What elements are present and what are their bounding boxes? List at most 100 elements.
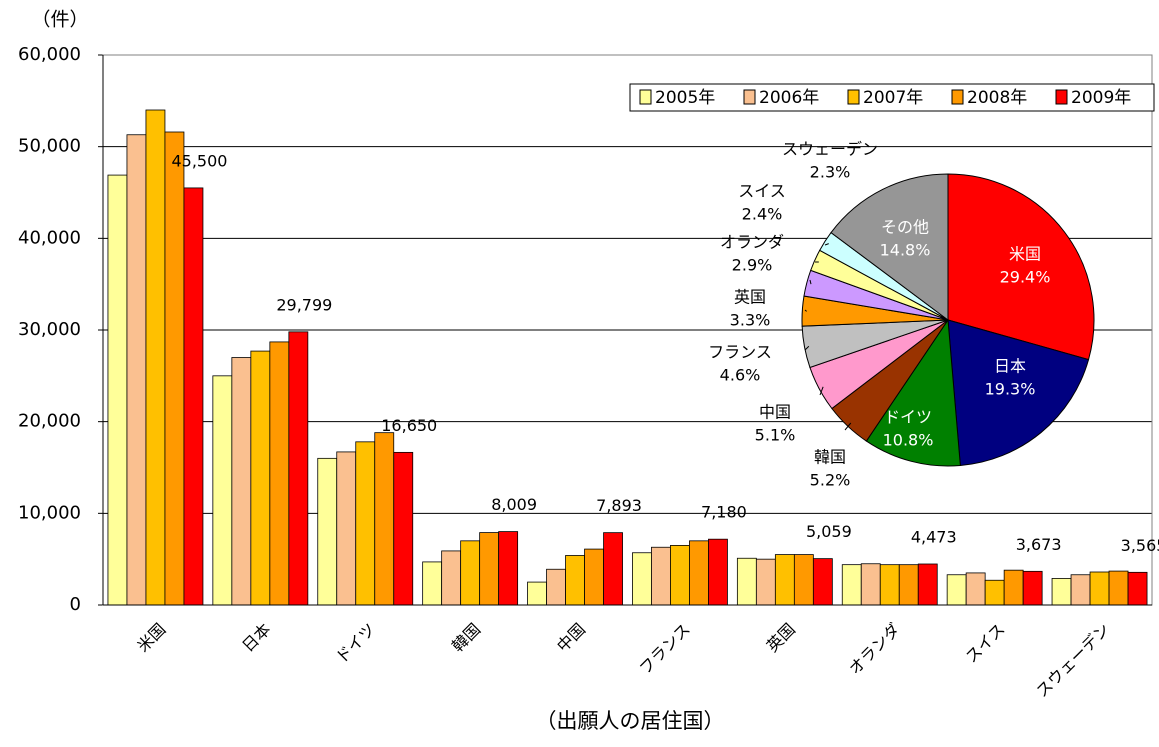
bar <box>145 109 166 606</box>
y-axis-label: （件） <box>31 9 88 31</box>
pie-label: オランダ <box>720 233 784 252</box>
bar <box>212 375 233 606</box>
bar <box>460 540 481 606</box>
leader-line <box>809 279 812 285</box>
legend-swatch <box>847 89 860 105</box>
bar <box>183 187 204 606</box>
legend-swatch <box>743 89 756 105</box>
pie-slice <box>947 319 1090 467</box>
x-tick-label: オランダ <box>845 620 904 679</box>
x-tick-label: スイス <box>962 620 1009 667</box>
bar <box>1022 570 1043 606</box>
bar <box>336 451 357 606</box>
pie-value-label: 2.9% <box>732 256 773 275</box>
bar <box>1089 571 1110 606</box>
pie-label: その他 <box>881 218 929 237</box>
x-tick-label: 英国 <box>763 620 799 656</box>
bar <box>755 558 776 606</box>
data-label: 4,473 <box>911 527 957 546</box>
bar <box>479 532 500 606</box>
pie-value-label: 14.8% <box>880 241 931 260</box>
legend-swatch <box>1055 89 1068 105</box>
bar <box>231 357 252 606</box>
y-tick-label: 50,000 <box>18 136 81 157</box>
bar <box>774 554 795 606</box>
bar <box>1051 578 1072 606</box>
legend-swatch <box>639 89 652 105</box>
bar <box>422 561 443 606</box>
bar <box>527 581 547 606</box>
legend-label: 2009年 <box>1071 88 1131 108</box>
bar <box>603 532 623 606</box>
bar <box>1108 570 1129 606</box>
data-label: 3,565 <box>1121 536 1159 555</box>
bar <box>917 563 938 606</box>
y-tick-label: 60,000 <box>18 44 81 65</box>
bar <box>898 564 919 606</box>
pie-label: 米国 <box>1009 245 1041 264</box>
pie-value-label: 29.4% <box>1000 268 1051 287</box>
bar <box>393 451 414 606</box>
bar <box>355 441 376 606</box>
y-tick-label: 40,000 <box>18 227 81 248</box>
x-tick-label: 中国 <box>553 620 589 656</box>
bar <box>317 457 338 606</box>
bar <box>269 341 290 606</box>
legend-label: 2006年 <box>759 88 819 108</box>
pie-value-label: 19.3% <box>985 380 1036 399</box>
pie-label: ドイツ <box>884 408 932 427</box>
legend-swatch <box>951 89 964 105</box>
leader-line <box>844 422 852 431</box>
pie-value-label: 3.3% <box>730 311 771 330</box>
data-label: 7,180 <box>701 503 747 522</box>
y-tick-label: 20,000 <box>18 411 81 432</box>
bar <box>793 554 814 606</box>
bar <box>1003 569 1024 606</box>
bar <box>1070 574 1091 606</box>
legend-label: 2008年 <box>967 88 1027 108</box>
bar <box>708 538 728 606</box>
x-tick-label: 韓国 <box>448 620 484 656</box>
pie-value-label: 4.6% <box>720 366 761 385</box>
bar <box>965 572 986 606</box>
data-label: 45,500 <box>171 151 227 170</box>
leader-line <box>804 309 807 312</box>
pie-value-label: 5.1% <box>755 426 796 445</box>
data-label: 29,799 <box>276 295 332 314</box>
x-tick-label: フランス <box>635 620 693 678</box>
pie-value-label: 5.2% <box>810 471 851 490</box>
bar <box>860 563 881 606</box>
data-label: 3,673 <box>1016 535 1062 554</box>
bar <box>441 550 462 606</box>
bar <box>651 546 671 606</box>
bar <box>689 540 709 606</box>
bar <box>670 545 690 606</box>
legend-label: 2005年 <box>655 88 715 108</box>
bar <box>546 568 566 606</box>
leader-line <box>824 243 829 246</box>
bar <box>374 432 395 606</box>
pie-label: フランス <box>708 343 772 362</box>
pie-slice <box>865 318 961 467</box>
bar <box>250 350 271 606</box>
bar <box>584 548 604 606</box>
bar <box>736 557 757 606</box>
data-label: 5,059 <box>806 522 852 541</box>
bar <box>288 331 309 606</box>
pie-value-label: 10.8% <box>883 431 934 450</box>
y-tick-label: 0 <box>70 594 81 615</box>
pie-value-label: 2.3% <box>810 163 851 182</box>
pie-label: スウェーデン <box>782 140 878 159</box>
legend-label: 2007年 <box>863 88 923 108</box>
bar <box>984 579 1005 606</box>
bar <box>841 564 862 606</box>
bar <box>107 174 128 606</box>
x-tick-label: 米国 <box>133 620 169 656</box>
leader-line <box>819 386 824 396</box>
bar <box>565 555 585 606</box>
y-tick-label: 30,000 <box>18 319 81 340</box>
pie-label: 英国 <box>734 288 766 307</box>
data-label: 16,650 <box>381 416 437 435</box>
bar <box>1127 571 1148 606</box>
